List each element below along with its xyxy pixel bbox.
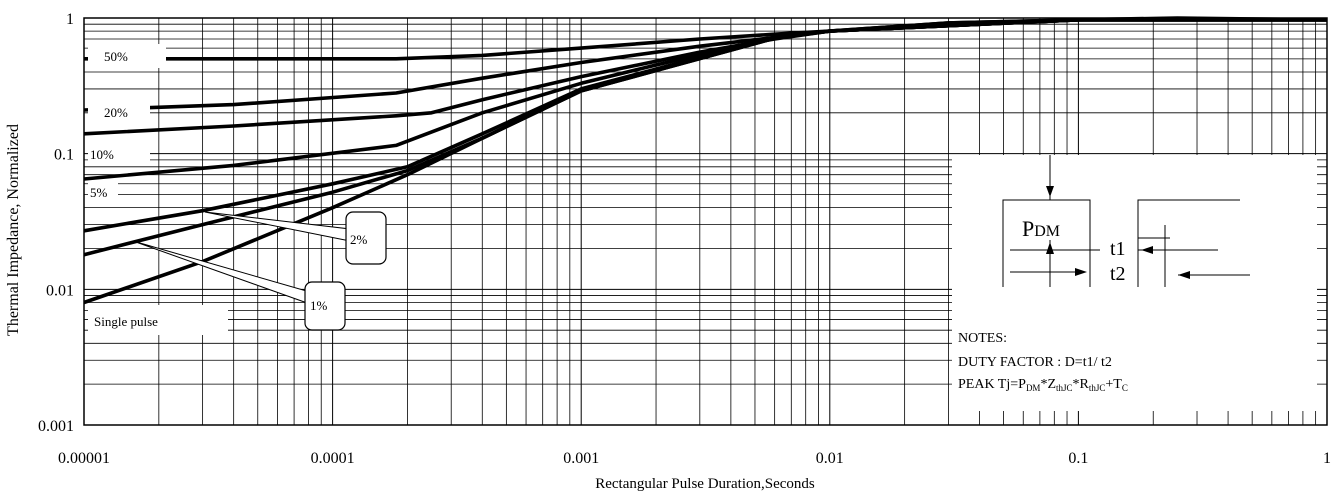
x-tick-label: 0.1 <box>1068 450 1088 467</box>
arrow-right-icon <box>1075 268 1087 276</box>
y-tick-label: 1 <box>66 11 74 28</box>
label-5: 5% <box>90 185 108 200</box>
t1-label: t1 <box>1110 238 1126 260</box>
label-2: 2% <box>350 232 368 247</box>
x-tick-labels: 0.00001 0.0001 0.001 0.01 0.1 1 <box>58 450 1331 467</box>
x-tick-label: 0.0001 <box>311 450 355 467</box>
label-1: 1% <box>310 298 328 313</box>
callout-1-box <box>304 281 346 331</box>
label-box-10 <box>88 143 150 165</box>
label-10: 10% <box>90 147 114 162</box>
x-axis-label: Rectangular Pulse Duration,Seconds <box>595 476 815 492</box>
y-tick-label: 0.001 <box>38 418 74 435</box>
series-line-20pct <box>83 17 1327 112</box>
label-box-single <box>88 305 228 335</box>
arrow-left-icon <box>1141 246 1153 254</box>
label-box-50 <box>88 44 166 68</box>
callout-2-box <box>345 211 387 265</box>
y-tick-label: 0.1 <box>54 147 74 164</box>
arrow-down-icon <box>1046 186 1054 197</box>
label-box-20 <box>88 100 150 124</box>
label-single-pulse: Single pulse <box>94 314 158 329</box>
y-axis-label: Thermal Impedance, Normalized <box>5 124 22 336</box>
y-tick-labels: 0.001 0.01 0.1 1 <box>38 11 74 435</box>
x-tick-label: 1 <box>1323 450 1331 467</box>
y-tick-label: 0.01 <box>46 282 74 299</box>
notes-inset: PDM t1 t2 NOTES: DUTY FACTOR : D=t1/ t2 … <box>952 155 1317 411</box>
curve-labels: 50% 20% 10% 5% Single pulse 2% 1% <box>88 44 387 335</box>
x-tick-label: 0.001 <box>563 450 599 467</box>
inset-panel <box>952 155 1317 411</box>
label-20: 20% <box>104 105 128 120</box>
label-box-5 <box>88 182 118 204</box>
arrow-left-icon-2 <box>1178 271 1190 279</box>
series-group <box>83 16 1328 305</box>
callout-1-pointer <box>132 240 311 305</box>
pdm-label: PDM <box>1022 216 1060 241</box>
notes-title: NOTES: <box>958 331 1007 346</box>
t2-label: t2 <box>1110 263 1126 285</box>
duty-factor-note: DUTY FACTOR : D=t1/ t2 <box>958 355 1112 370</box>
x-tick-label: 0.01 <box>816 450 844 467</box>
arrow-up-icon <box>1046 242 1054 254</box>
plot-frame <box>83 17 1328 426</box>
label-50: 50% <box>104 49 128 64</box>
x-tick-label: 0.00001 <box>58 450 110 467</box>
peak-tj-note: PEAK Tj=PDM*ZthJC*RthJC+TC <box>958 377 1128 393</box>
